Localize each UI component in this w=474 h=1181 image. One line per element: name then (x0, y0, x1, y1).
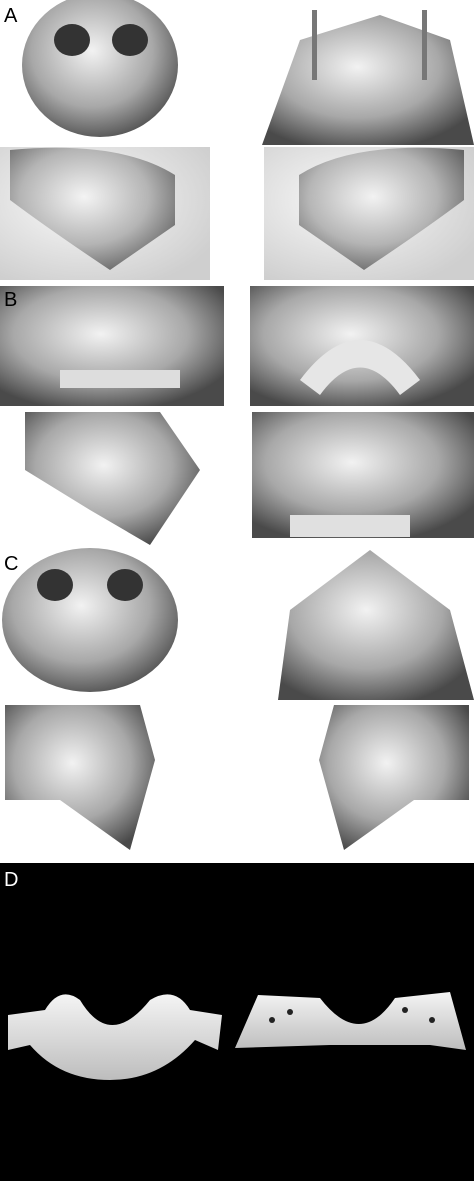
panel-a: A (0, 0, 474, 280)
skull-lateral (5, 705, 155, 850)
occlusal-splint (8, 994, 222, 1080)
screw-hole (402, 1007, 408, 1013)
panel-label: D (4, 869, 18, 891)
panel-label: A (4, 5, 18, 27)
orbit (54, 24, 90, 56)
orbit (112, 24, 148, 56)
panel-b: B (0, 286, 474, 545)
orbit (107, 569, 143, 601)
splint (290, 515, 410, 537)
panel-d: D (0, 863, 474, 1181)
splint (300, 340, 420, 395)
skull-lateral (319, 705, 469, 850)
skull-front (22, 0, 178, 137)
pin (422, 10, 427, 80)
orbit (37, 569, 73, 601)
skull-lateral (299, 147, 464, 270)
panel-label: B (4, 289, 17, 311)
skull-lateral (10, 147, 175, 270)
splint (60, 370, 180, 388)
skull-lateral (25, 412, 200, 545)
panel-c: C (2, 548, 474, 850)
screw-hole (429, 1017, 435, 1023)
palatal-splint (235, 992, 466, 1050)
screw-hole (269, 1017, 275, 1023)
skull-base (262, 15, 474, 145)
screw-hole (287, 1009, 293, 1015)
pin (312, 10, 317, 80)
skull-front (2, 548, 178, 692)
skull-base (278, 550, 474, 700)
panel-label: C (4, 553, 18, 575)
